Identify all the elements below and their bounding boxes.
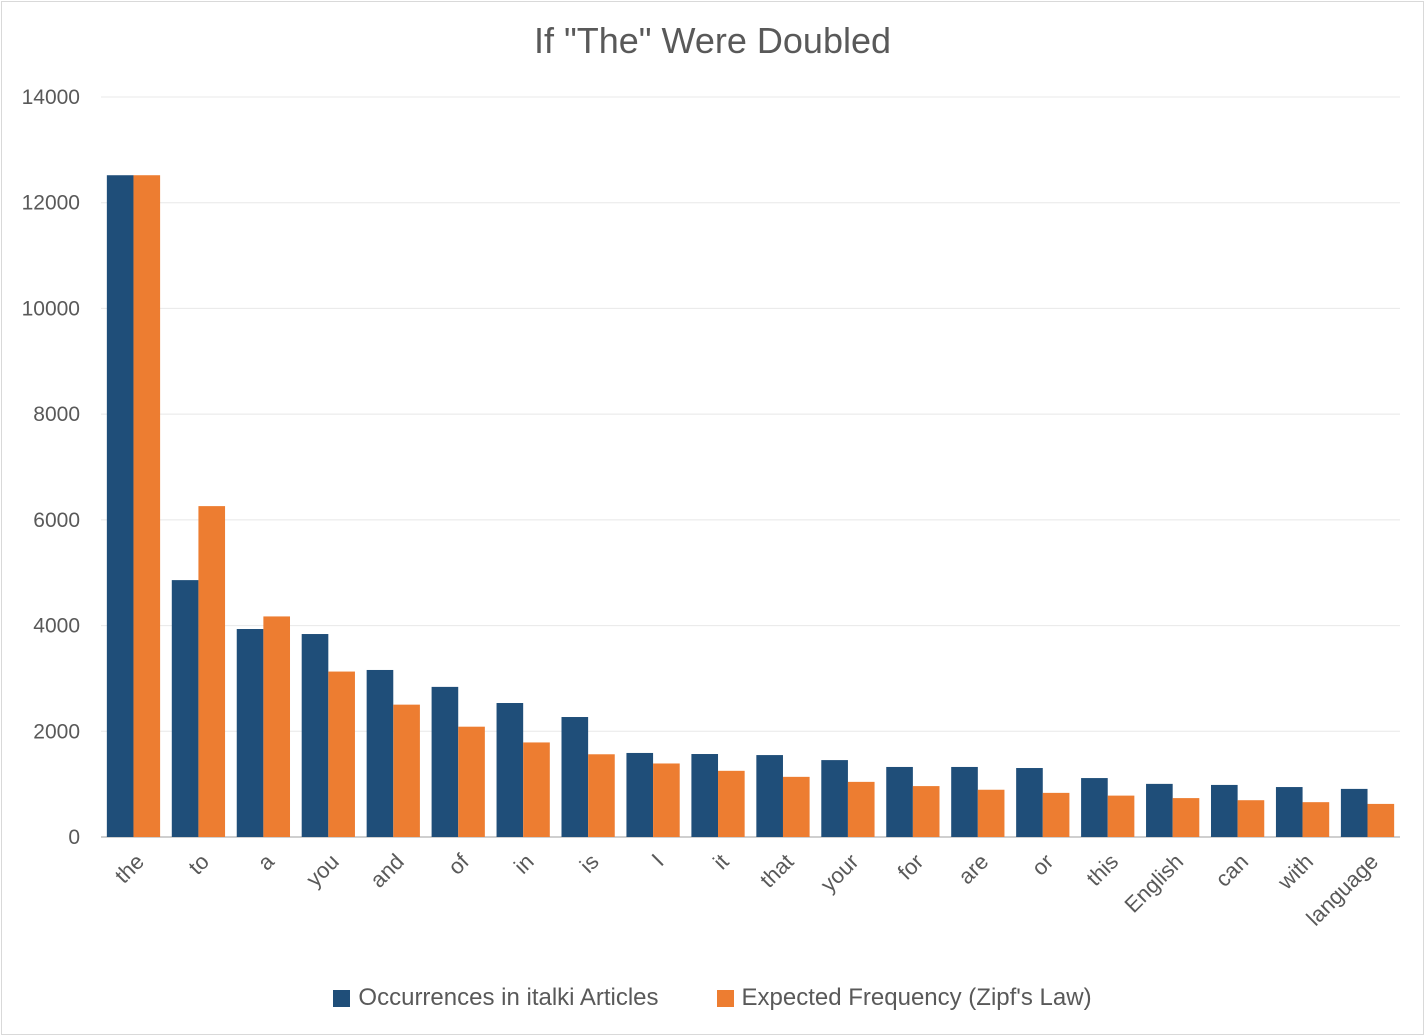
x-tick-label: in (509, 849, 539, 879)
bar-occurrences-this (1081, 778, 1108, 837)
legend-label: Expected Frequency (Zipf's Law) (741, 984, 1092, 1011)
x-tick-label: can (1210, 849, 1253, 892)
x-tick-label: language (1301, 849, 1383, 931)
bar-expected-with (1302, 802, 1330, 837)
bar-expected-your (847, 781, 875, 837)
legend-swatch (333, 989, 351, 1007)
y-tick-label: 2000 (33, 720, 80, 743)
chart-title: If "The" Were Doubled (533, 20, 892, 61)
bar-occurrences-language (1340, 788, 1368, 837)
x-tick-label: English (1120, 849, 1189, 918)
y-tick-label: 6000 (33, 509, 80, 532)
bar-occurrences-of (431, 686, 459, 837)
bar-occurrences-can (1210, 784, 1238, 837)
bar-occurrences-a (236, 629, 264, 837)
x-tick-label: of (443, 848, 474, 879)
bar-occurrences-is (561, 717, 589, 837)
bar-occurrences-the (106, 175, 134, 837)
bar-occurrences-your (821, 760, 848, 837)
bar-expected-it (718, 770, 745, 837)
x-tick-label: you (301, 849, 344, 892)
x-tick-label: is (575, 849, 604, 878)
bar-expected-can (1237, 800, 1265, 837)
bar-expected-a (263, 616, 291, 837)
x-tick-label: a (253, 848, 280, 875)
x-tick-label: it (708, 849, 733, 874)
bar-occurrences-english (1146, 783, 1173, 837)
bar-expected-this (1107, 795, 1135, 837)
bar-expected-that (782, 776, 810, 837)
bar-expected-you (328, 671, 355, 837)
bar-occurrences-in (496, 703, 524, 837)
y-tick-label: 10000 (22, 297, 80, 320)
bar-expected-english (1172, 798, 1200, 837)
x-tick-label: for (893, 849, 929, 885)
bar-occurrences-or (1016, 768, 1043, 837)
x-tick-label: to (183, 849, 214, 880)
x-tick-label: or (1027, 849, 1059, 881)
x-tick-label: your (816, 849, 864, 897)
legend-item: Expected Frequency (Zipf's Law) (716, 984, 1092, 1012)
y-tick-label: 4000 (33, 615, 80, 638)
bar-expected-is (588, 754, 615, 837)
bar-expected-of (458, 726, 485, 837)
bar-occurrences-i (626, 752, 654, 837)
bar-expected-or (1042, 792, 1070, 837)
x-tick-label: with (1272, 849, 1318, 895)
bar-expected-in (523, 742, 550, 837)
x-tick-label: the (110, 849, 149, 888)
bar-occurrences-with (1275, 787, 1303, 837)
bar-occurrences-are (951, 766, 978, 837)
bar-expected-i (653, 763, 680, 837)
bar-expected-the (133, 175, 161, 837)
x-tick-label: I (647, 849, 669, 871)
legend-item: Occurrences in italki Articles (333, 984, 659, 1012)
y-tick-label: 12000 (22, 192, 80, 215)
bar-occurrences-and (366, 669, 394, 837)
x-tick-label: are (953, 849, 993, 889)
legend-swatch (716, 989, 734, 1007)
bar-expected-and (393, 704, 420, 837)
legend-label: Occurrences in italki Articles (358, 984, 659, 1011)
y-tick-label: 0 (68, 826, 80, 849)
bar-occurrences-to (171, 580, 199, 837)
bar-expected-to (198, 506, 226, 837)
bar-occurrences-you (301, 634, 329, 837)
y-tick-label: 14000 (22, 86, 80, 109)
x-tick-label: that (755, 849, 799, 893)
bar-occurrences-that (756, 755, 783, 837)
bar-expected-language (1367, 803, 1395, 837)
x-tick-label: and (365, 849, 409, 893)
bar-occurrences-it (691, 754, 719, 837)
y-tick-label: 8000 (33, 403, 80, 426)
legend: Occurrences in italki Articles Expected F… (0, 984, 1425, 1012)
bar-expected-for (912, 786, 940, 837)
x-tick-label: this (1081, 849, 1123, 891)
bar-occurrences-for (886, 766, 913, 837)
bar-expected-are (977, 789, 1005, 837)
